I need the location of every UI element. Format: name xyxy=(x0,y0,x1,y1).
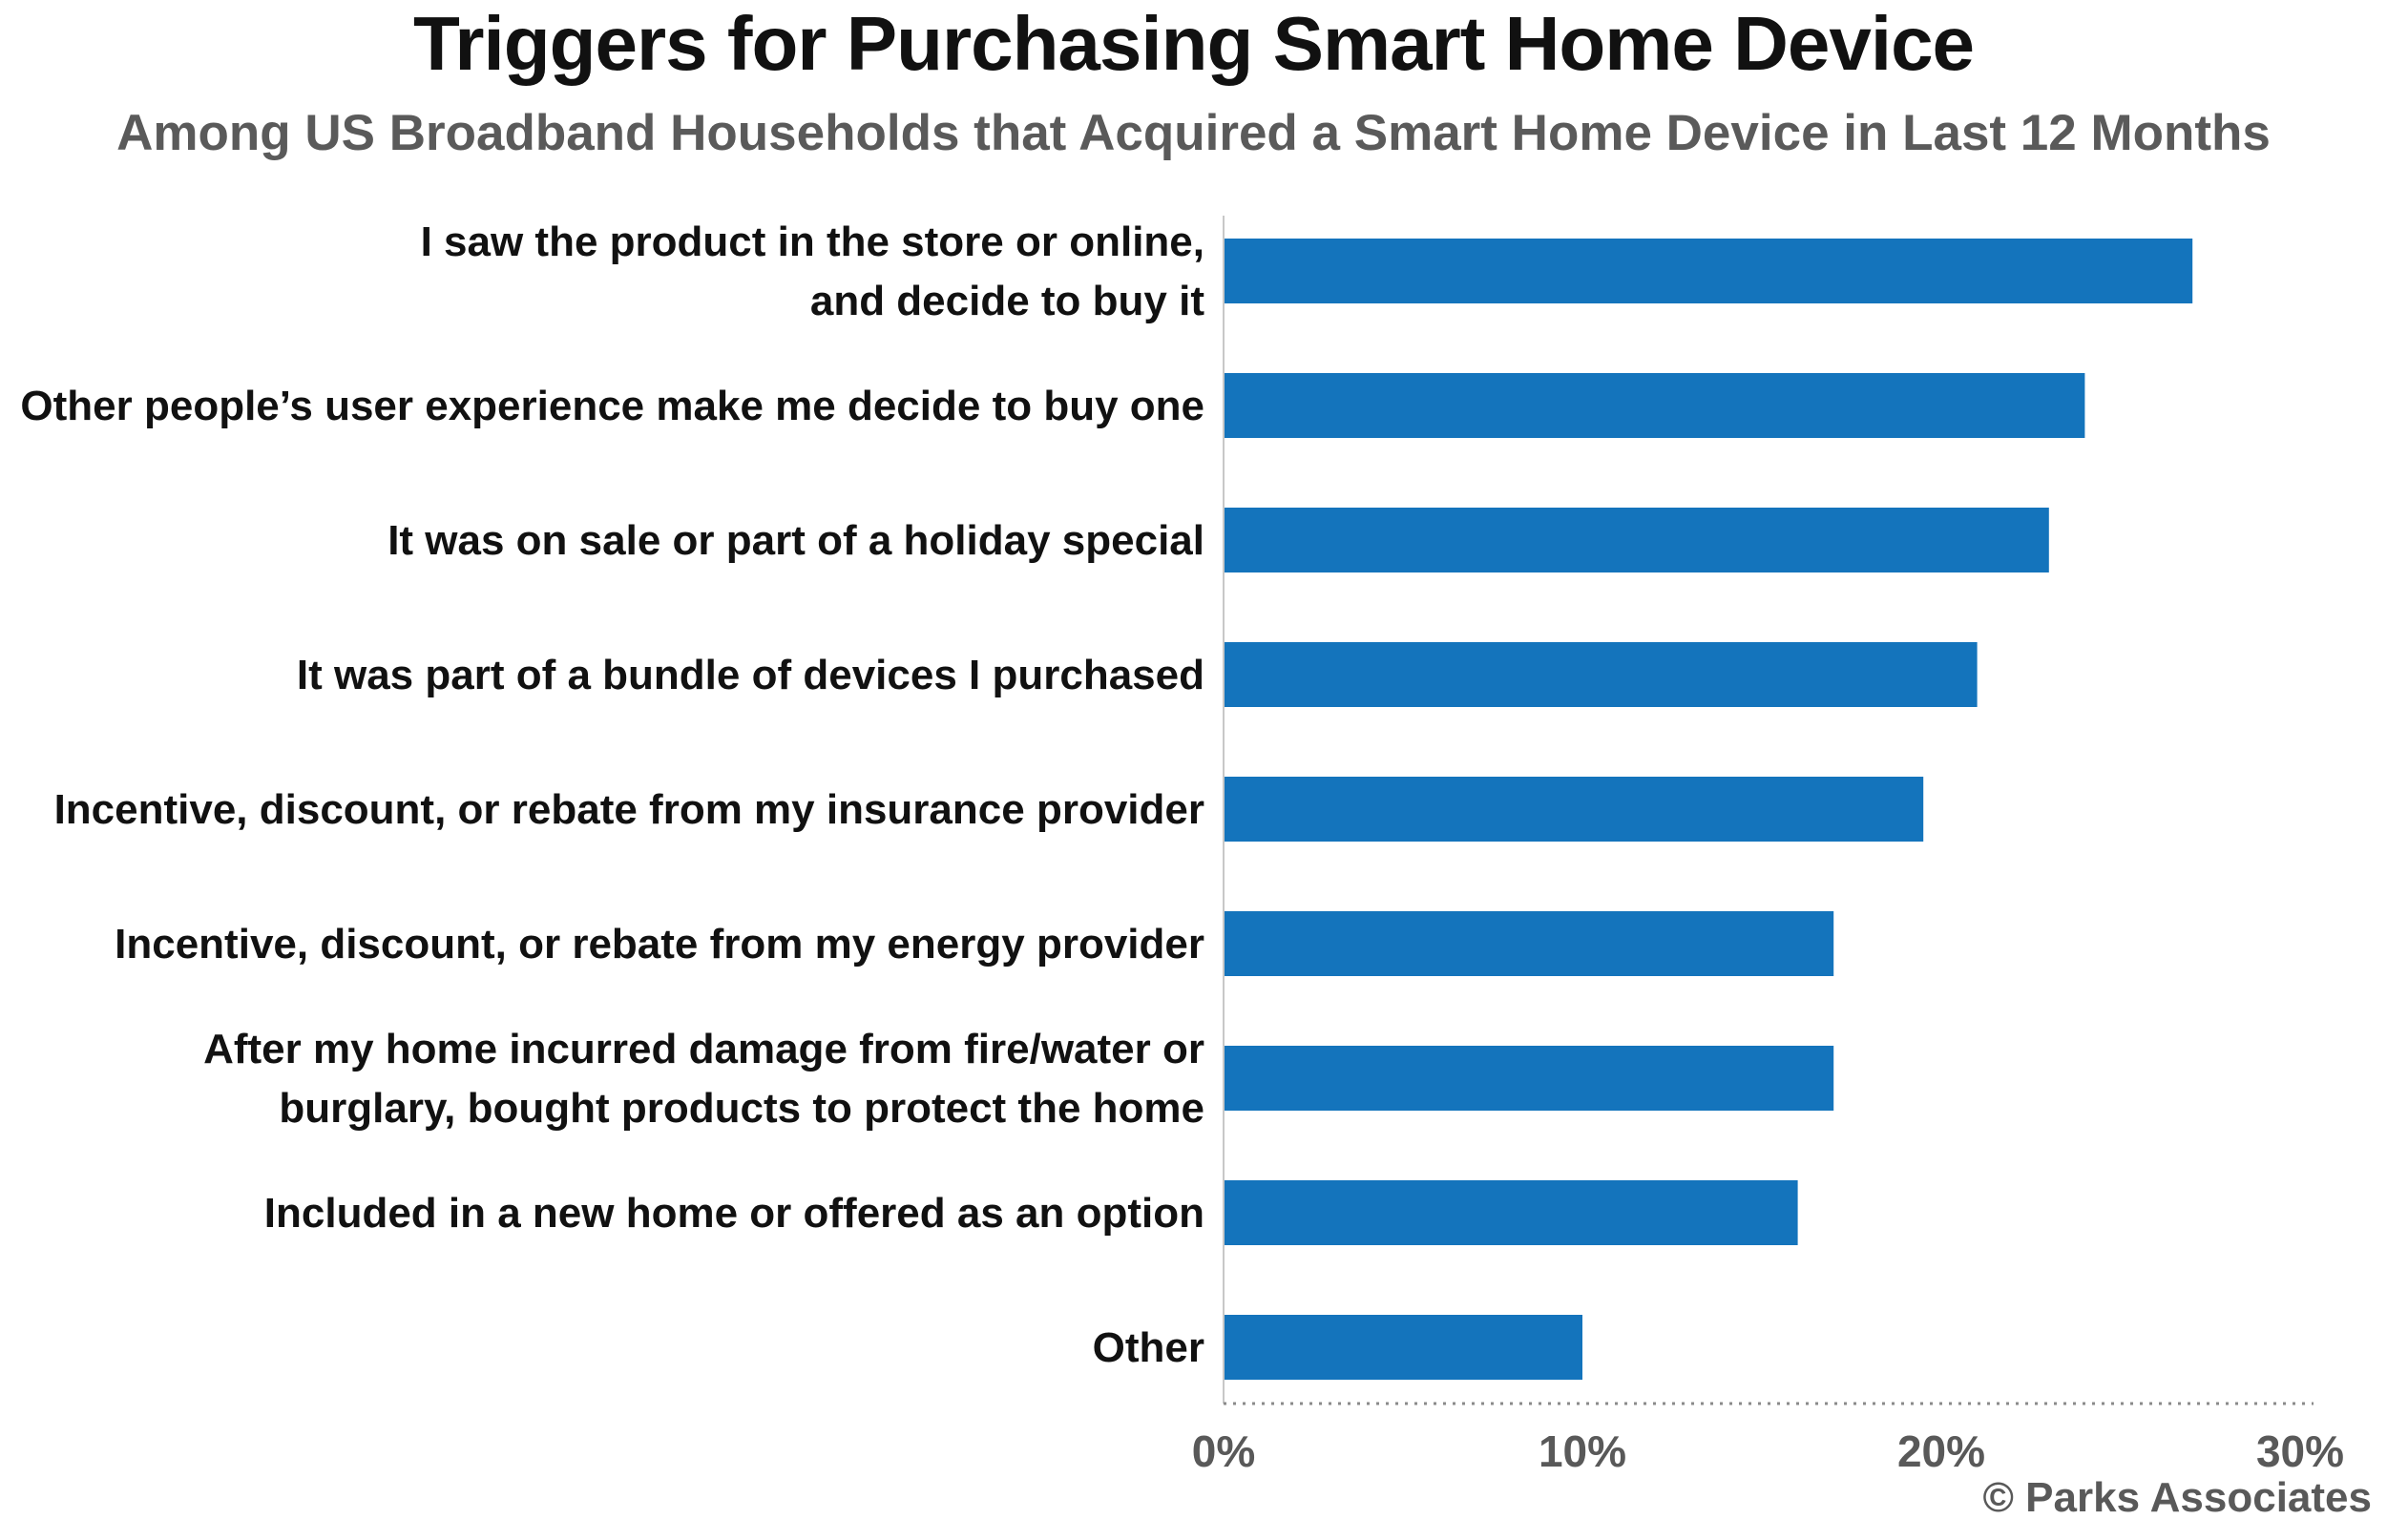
category-label-1: I saw the product in the store or online… xyxy=(421,219,1205,324)
bar-8 xyxy=(1224,1180,1798,1245)
source-credit: © Parks Associates xyxy=(1982,1474,2372,1521)
chart-subtitle: Among US Broadband Households that Acqui… xyxy=(116,105,2271,161)
category-label-7: After my home incurred damage from fire/… xyxy=(203,1026,1204,1132)
category-label-3: It was on sale or part of a holiday spec… xyxy=(387,517,1204,564)
category-label-5: Incentive, discount, or rebate from my i… xyxy=(54,786,1204,833)
bar-6 xyxy=(1224,911,1834,976)
bars-group xyxy=(1224,239,2193,1380)
bar-7 xyxy=(1224,1046,1834,1111)
bar-9 xyxy=(1224,1315,1582,1380)
chart-title: Triggers for Purchasing Smart Home Devic… xyxy=(412,1,1975,86)
category-label-6: Incentive, discount, or rebate from my e… xyxy=(115,921,1204,968)
bar-2 xyxy=(1224,373,2085,438)
x-tick-label-1: 0% xyxy=(1192,1426,1255,1476)
x-tick-labels: 0% 10% 20% 30% xyxy=(1192,1426,2344,1476)
bar-3 xyxy=(1224,508,2049,572)
bar-5 xyxy=(1224,777,1924,842)
x-tick-label-4: 30% xyxy=(2256,1426,2344,1476)
category-label-4: It was part of a bundle of devices I pur… xyxy=(297,652,1204,698)
x-tick-label-2: 10% xyxy=(1539,1426,1626,1476)
category-label-9: Other xyxy=(1093,1324,1204,1371)
category-label-2: Other people’s user experience make me d… xyxy=(20,383,1204,429)
bar-4 xyxy=(1224,642,1978,707)
x-tick-label-3: 20% xyxy=(1897,1426,1985,1476)
category-label-8: Included in a new home or offered as an … xyxy=(264,1190,1204,1237)
bar-1 xyxy=(1224,239,2193,303)
category-labels: I saw the product in the store or online… xyxy=(20,219,1204,1371)
